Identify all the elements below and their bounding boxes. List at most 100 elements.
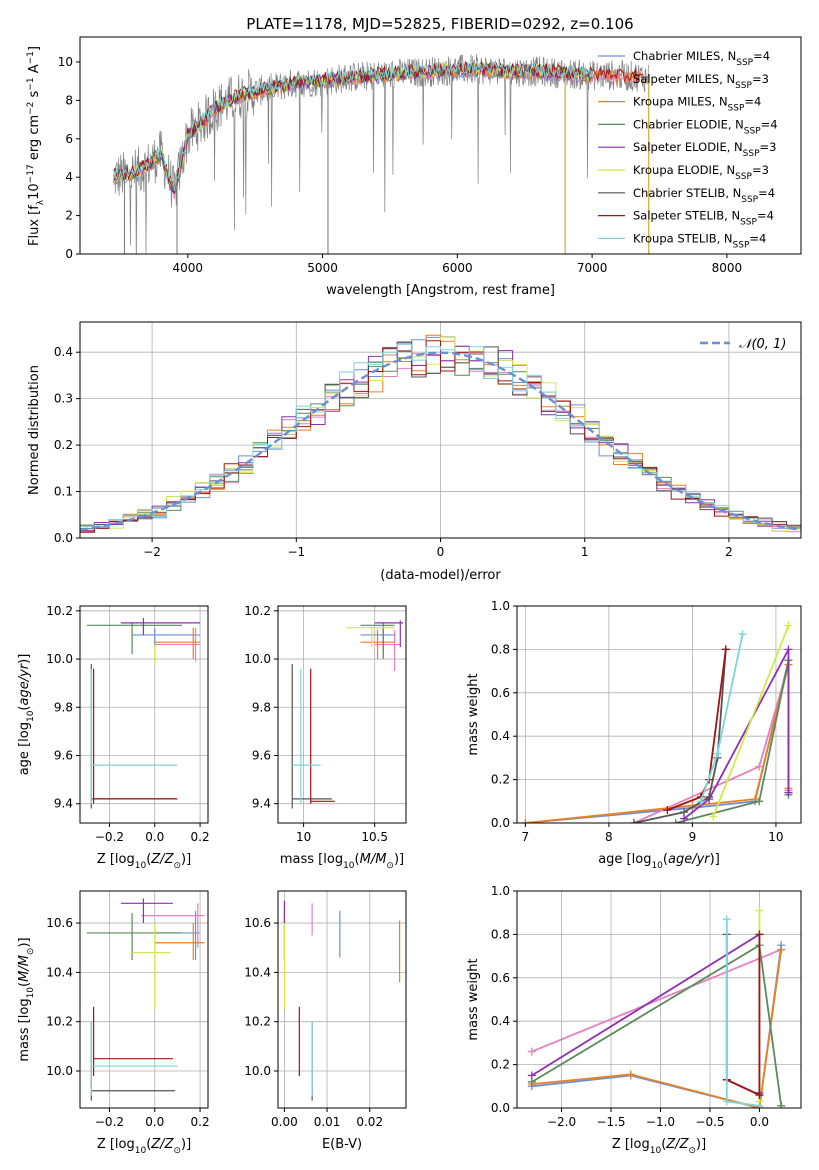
plot-area <box>527 906 786 1108</box>
x-tick-label: 6000 <box>442 261 473 275</box>
y-axis-label: Normed distribution <box>27 365 42 495</box>
y-tick-label: 10.2 <box>244 604 271 618</box>
y-axis-label: mass [log10(M/M⊙)] <box>17 937 36 1061</box>
x-tick-label: 4000 <box>173 261 204 275</box>
x-tick-label: 7000 <box>577 261 608 275</box>
y-tick-label: 10.4 <box>244 965 271 979</box>
y-tick-label: 0.2 <box>491 1058 510 1072</box>
y-tick-label: 8 <box>65 93 73 107</box>
y-tick-label: 1.0 <box>491 884 510 898</box>
x-tick-label: −2 <box>143 545 161 559</box>
y-tick-label: 0.4 <box>491 729 510 743</box>
weight-point-marker <box>696 797 705 806</box>
weight-point-marker <box>629 819 638 823</box>
weight-point-marker <box>527 1047 536 1056</box>
x-axis-label: Z [log10(Z/Z⊙)] <box>97 852 191 871</box>
age-vs-mass-panel: 10 10.5 9.4 9.6 9.8 10.0 10.2 mass [log10(M/M⊙)… <box>244 604 407 871</box>
weight-point-marker <box>755 762 764 771</box>
x-tick-label: −2.0 <box>547 1115 576 1129</box>
weight-point-marker <box>755 1090 764 1099</box>
figure-title: PLATE=1178, MJD=52825, FIBERID=0292, z=0… <box>246 15 633 33</box>
y-tick-label: 10.2 <box>46 604 73 618</box>
legend-label: Chabrier MILES, NSSP=4 <box>633 49 770 68</box>
y-axis-label: Flux [fλ10−17 erg cm−2 s−1 A−1] <box>26 46 46 246</box>
plot-area <box>113 54 650 254</box>
y-tick-label: 0.0 <box>491 816 510 830</box>
weight-point-marker <box>680 808 689 817</box>
x-tick-label: 0.0 <box>145 1115 164 1129</box>
y-tick-label: 4 <box>65 170 73 184</box>
x-tick-label: 10.5 <box>361 830 388 844</box>
y-tick-label: 0.1 <box>54 485 73 499</box>
weight-point-marker <box>705 792 714 801</box>
y-axis-label: mass weight <box>466 673 481 755</box>
plot-area <box>291 620 404 809</box>
weight-point-marker <box>626 1070 635 1079</box>
y-tick-label: 0.2 <box>491 773 510 787</box>
weight-point-marker <box>709 812 718 821</box>
axes-frame <box>516 605 802 824</box>
weight-point-marker <box>784 645 793 654</box>
x-tick-label: 0.01 <box>314 1115 341 1129</box>
age-vs-metallicity-panel: −0.2 0.0 0.2 9.4 9.6 9.8 10.0 10.2 Z [log10(Z/Z⊙… <box>17 604 210 871</box>
axes-frame <box>277 605 407 824</box>
y-tick-label: 1.0 <box>491 599 510 613</box>
weight-point-marker <box>777 945 786 954</box>
x-tick-label: −1.5 <box>596 1115 625 1129</box>
legend-label: Kroupa STELIB, NSSP=4 <box>633 231 766 250</box>
x-tick-label: 10 <box>296 830 311 844</box>
weight-point-marker <box>722 1097 731 1106</box>
y-tick-label: 10.0 <box>46 652 73 666</box>
mass-vs-metallicity-panel: −0.2 0.0 0.2 10.0 10.2 10.4 10.6 Z [log10(Z/Z⊙)… <box>17 890 210 1156</box>
x-tick-label: 0.00 <box>271 1115 298 1129</box>
x-axis-label: (data-model)/error <box>380 568 501 583</box>
legend-label: Salpeter MILES, NSSP=3 <box>633 72 769 91</box>
weight-point-marker <box>671 819 680 823</box>
legend-label: Kroupa ELODIE, NSSP=3 <box>633 163 769 182</box>
y-tick-label: 9.6 <box>54 748 73 762</box>
x-axis-label: age [log10(age/yr)] <box>598 852 720 871</box>
x-tick-label: 5000 <box>307 261 338 275</box>
weight-point-marker <box>755 797 764 806</box>
x-tick-label: 0.0 <box>750 1115 769 1129</box>
y-tick-label: 10.6 <box>46 916 73 930</box>
y-tick-label: 0.8 <box>491 642 510 656</box>
x-tick-label: −0.2 <box>95 830 124 844</box>
y-tick-label: 0.8 <box>491 927 510 941</box>
x-tick-label: 0.2 <box>191 830 210 844</box>
x-axis-label: Z [log10(Z/Z⊙)] <box>97 1137 191 1156</box>
y-tick-label: 10.2 <box>244 1015 271 1029</box>
y-tick-label: 10 <box>58 55 73 69</box>
weight-point-marker <box>527 1071 536 1080</box>
x-tick-label: −0.5 <box>695 1115 724 1129</box>
mass-vs-ebv-panel: 0.00 0.01 0.02 10.0 10.2 10.4 10.6 E(B-V) <box>244 890 407 1152</box>
x-axis-label: wavelength [Angstrom, rest frame] <box>326 283 555 298</box>
x-tick-label: 2 <box>725 545 733 559</box>
weight-point-marker <box>721 645 730 654</box>
y-tick-label: 10.0 <box>244 652 271 666</box>
legend-label: Salpeter ELODIE, NSSP=3 <box>633 140 776 159</box>
x-tick-label: 8000 <box>712 261 743 275</box>
weight-line <box>531 948 782 1053</box>
legend-label: Chabrier STELIB, NSSP=4 <box>633 186 775 205</box>
weight-point-marker <box>755 930 764 939</box>
legend-label: Chabrier ELODIE, NSSP=4 <box>633 117 778 136</box>
y-tick-label: 9.8 <box>252 700 271 714</box>
x-tick-label: −1.0 <box>646 1115 675 1129</box>
y-tick-label: 0.2 <box>54 438 73 452</box>
axes-frame <box>79 321 802 539</box>
y-tick-label: 0.4 <box>491 1014 510 1028</box>
weight-point-marker <box>713 749 722 758</box>
x-tick-label: −0.2 <box>95 1115 124 1129</box>
gaussian-curve <box>80 351 801 532</box>
residual-histogram <box>80 340 801 533</box>
x-tick-label: 0.2 <box>191 1115 210 1129</box>
x-tick-label: 0 <box>437 545 445 559</box>
y-tick-label: 10.0 <box>46 1064 73 1078</box>
x-axis-label: E(B-V) <box>322 1137 362 1152</box>
legend-label: 𝒩(0, 1) <box>739 337 786 352</box>
y-tick-label: 0.6 <box>491 971 510 985</box>
axes-frame <box>79 36 802 255</box>
weight-point-marker <box>755 1101 764 1108</box>
